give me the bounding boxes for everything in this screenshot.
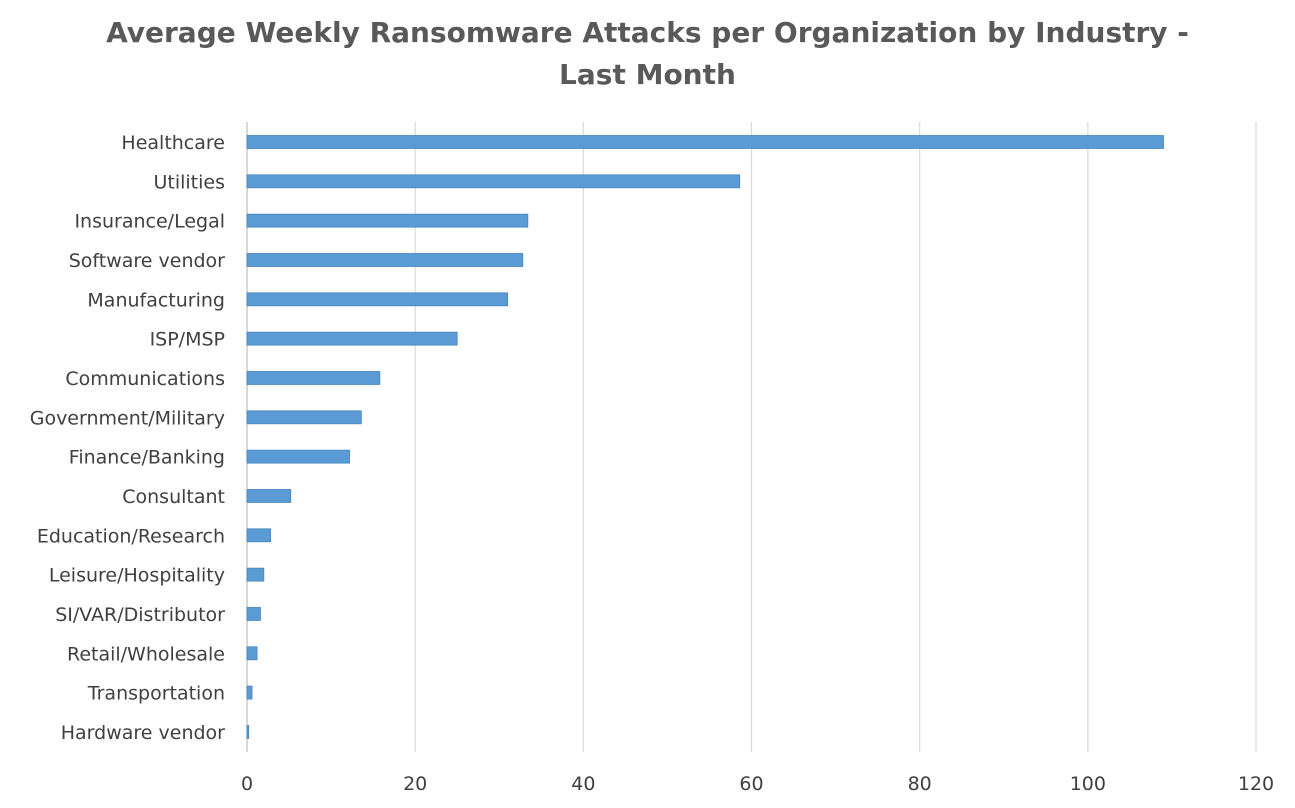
bar-healthcare xyxy=(246,135,1164,149)
bar-utilities xyxy=(246,174,741,189)
category-label-finance-banking: Finance/Banking xyxy=(69,447,225,469)
x-tick-label-120: 120 xyxy=(1238,773,1274,795)
x-axis-tick-labels: 0 20 40 60 80 100 120 xyxy=(241,773,1274,795)
category-label-government-military: Government/Military xyxy=(30,407,225,429)
category-label-consultant: Consultant xyxy=(122,486,225,508)
category-label-healthcare: Healthcare xyxy=(121,132,225,154)
category-labels: Healthcare Utilities Insurance/Legal Softwa… xyxy=(30,132,225,744)
bar-consultant xyxy=(246,489,292,503)
bar-education-research xyxy=(246,528,271,543)
category-label-software-vendor: Software vendor xyxy=(69,250,225,272)
x-tick-label-40: 40 xyxy=(571,773,595,795)
x-tick-label-100: 100 xyxy=(1070,773,1106,795)
x-tick-label-20: 20 xyxy=(403,773,427,795)
category-label-hardware-vendor: Hardware vendor xyxy=(61,722,225,744)
bar-communications xyxy=(246,371,381,385)
category-label-education-research: Education/Research xyxy=(37,525,225,547)
bar-insurance-legal xyxy=(246,213,529,228)
bar-leisure-hospitality xyxy=(246,567,265,582)
bar-si-var-distributor xyxy=(246,607,261,621)
category-label-retail-wholesale: Retail/Wholesale xyxy=(67,643,225,665)
bar-transportation xyxy=(246,685,253,700)
bar-software-vendor xyxy=(246,253,524,267)
category-label-insurance-legal: Insurance/Legal xyxy=(74,211,225,233)
bar-finance-banking xyxy=(246,449,350,464)
chart-title: Average Weekly Ransomware Attacks per Or… xyxy=(0,12,1295,96)
category-label-isp-msp: ISP/MSP xyxy=(150,329,225,351)
category-label-si-var-distributor: SI/VAR/Distributor xyxy=(55,604,225,626)
bars xyxy=(246,135,1164,739)
category-label-utilities: Utilities xyxy=(153,171,225,193)
x-tick-label-60: 60 xyxy=(739,773,763,795)
category-label-leisure-hospitality: Leisure/Hospitality xyxy=(49,565,225,587)
chart-title-line-2: Last Month xyxy=(559,58,736,91)
category-label-transportation: Transportation xyxy=(87,683,225,705)
bar-isp-msp xyxy=(246,331,458,346)
x-tick-label-80: 80 xyxy=(908,773,932,795)
x-tick-label-0: 0 xyxy=(241,773,253,795)
category-label-manufacturing: Manufacturing xyxy=(87,289,225,311)
chart-title-line-1: Average Weekly Ransomware Attacks per Or… xyxy=(106,16,1189,49)
bar-government-military xyxy=(246,410,362,425)
bar-retail-wholesale xyxy=(246,646,258,661)
category-label-communications: Communications xyxy=(65,368,225,390)
bar-hardware-vendor xyxy=(246,725,250,739)
bar-manufacturing xyxy=(246,292,509,307)
